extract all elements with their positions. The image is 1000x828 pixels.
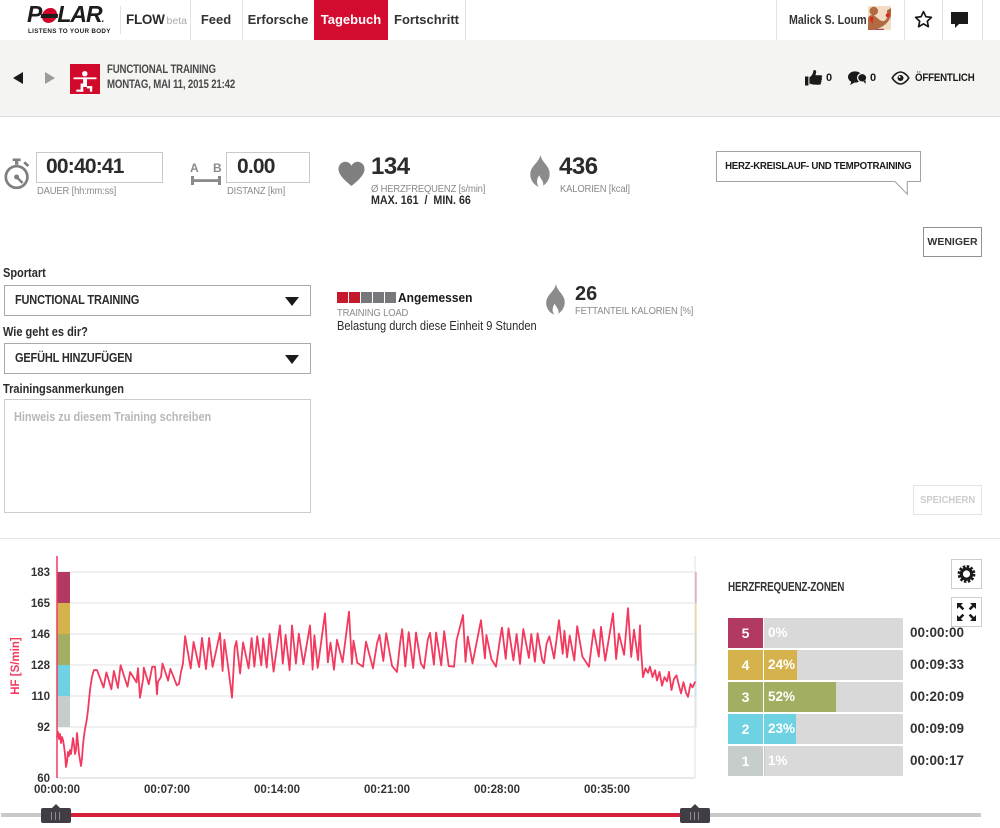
svg-text:60: 60 xyxy=(37,773,50,785)
svg-text:92: 92 xyxy=(37,722,50,734)
svg-text:A: A xyxy=(190,161,199,175)
svg-text:128: 128 xyxy=(31,660,51,672)
svg-text:HF [S/min]: HF [S/min] xyxy=(10,637,22,695)
svg-text:00:14:00: 00:14:00 xyxy=(254,784,300,796)
svg-text:165: 165 xyxy=(31,598,51,610)
svg-text:00:00:00: 00:00:00 xyxy=(34,784,80,796)
svg-text:146: 146 xyxy=(31,629,50,641)
svg-text:00:07:00: 00:07:00 xyxy=(144,784,190,796)
svg-text:00:21:00: 00:21:00 xyxy=(364,784,410,796)
svg-text:183: 183 xyxy=(31,567,50,579)
svg-text:00:28:00: 00:28:00 xyxy=(474,784,520,796)
svg-text:110: 110 xyxy=(31,691,50,703)
svg-text:00:35:00: 00:35:00 xyxy=(584,784,630,796)
svg-text:B: B xyxy=(213,161,222,175)
